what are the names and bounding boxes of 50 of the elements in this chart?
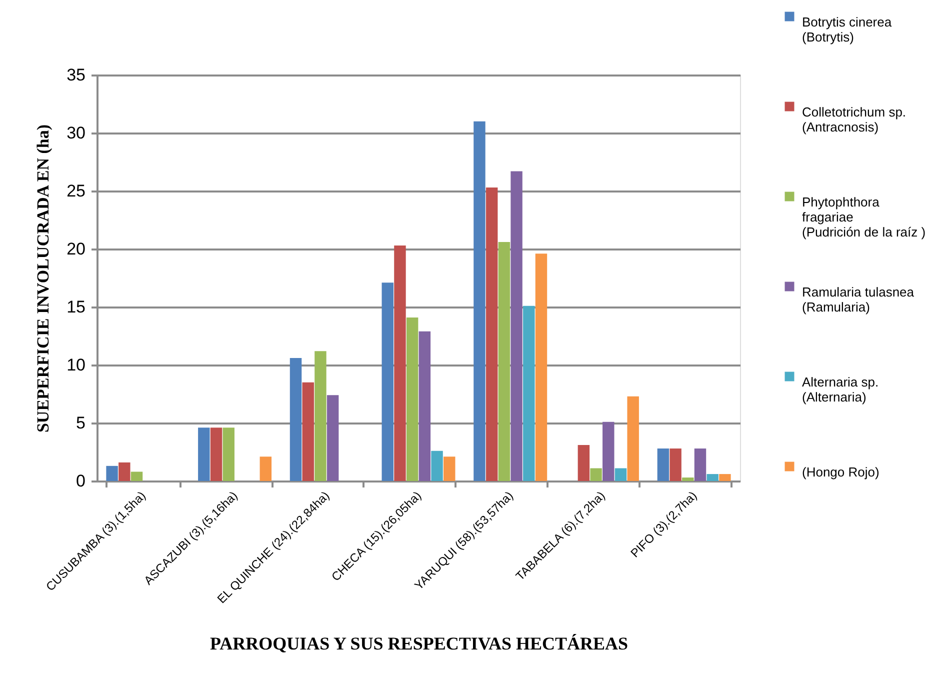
bar xyxy=(106,466,118,481)
y-tick-label: 5 xyxy=(76,414,86,432)
bar xyxy=(670,448,682,481)
bar xyxy=(326,395,339,481)
bar xyxy=(682,478,694,481)
y-tick-label: 15 xyxy=(66,298,86,316)
bar xyxy=(382,282,394,481)
legend-label: Botrytis cinerea (Botrytis) xyxy=(802,14,892,44)
y-tick-label: 35 xyxy=(66,66,86,84)
bar xyxy=(627,396,639,481)
bar xyxy=(198,428,210,481)
bar xyxy=(510,171,522,481)
y-tick-label: 25 xyxy=(66,182,86,200)
bar xyxy=(260,456,272,481)
legend-label: Colletotrichum sp. (Antracnosis) xyxy=(802,104,906,134)
bar xyxy=(222,428,234,481)
bar xyxy=(118,462,130,481)
bar xyxy=(474,121,486,481)
y-axis-title: SUEPERFICIE INVOLUCRADA EN (ha) xyxy=(34,124,53,433)
y-tick-label: 30 xyxy=(66,124,86,142)
bar xyxy=(694,448,706,481)
bar xyxy=(302,382,314,481)
bar xyxy=(523,306,535,481)
bar xyxy=(290,358,302,481)
bar xyxy=(431,450,443,481)
bar xyxy=(578,445,590,481)
bar xyxy=(130,472,143,481)
bar xyxy=(406,317,418,481)
bar xyxy=(590,468,602,481)
bar xyxy=(210,428,222,481)
legend-label: Alternaria sp. (Alternaria) xyxy=(802,374,879,404)
bar xyxy=(394,246,406,481)
bar xyxy=(314,351,326,481)
bar xyxy=(498,242,510,481)
y-tick-label: 10 xyxy=(66,356,86,374)
bar xyxy=(535,254,548,481)
y-tick-label: 20 xyxy=(66,240,86,258)
bar xyxy=(444,456,456,481)
legend-label: Phytophthora fragariae (Pudrición de la raíz ) xyxy=(802,194,926,240)
legend-label: Ramularia tulasnea (Ramularia) xyxy=(802,284,915,314)
x-axis-title: PARROQUIAS Y SUS RESPECTIVAS HECTÁREAS xyxy=(210,634,628,654)
bar xyxy=(614,468,627,481)
bar xyxy=(719,474,731,481)
bar xyxy=(418,331,431,481)
y-tick-label: 0 xyxy=(76,472,86,490)
bar xyxy=(657,448,670,481)
bar xyxy=(602,422,614,481)
bar xyxy=(486,188,498,481)
bar xyxy=(706,474,718,481)
legend-label: (Hongo Rojo) xyxy=(802,464,880,480)
